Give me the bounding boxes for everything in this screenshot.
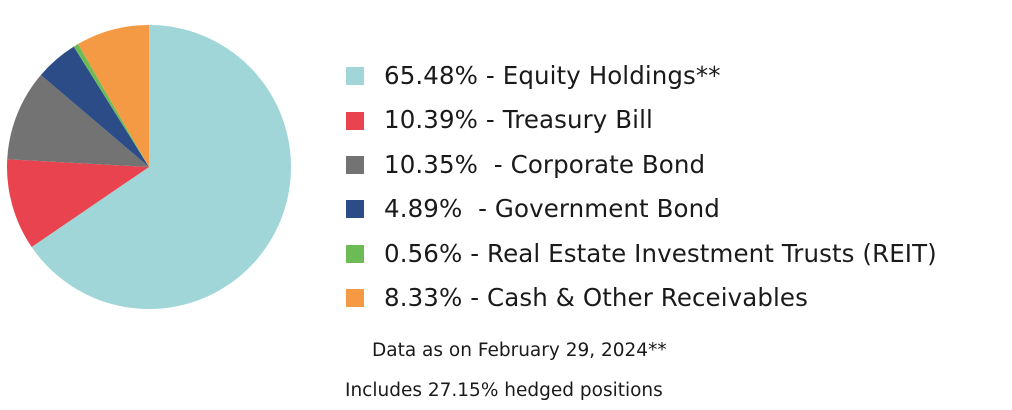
legend-swatch-corporate-bond xyxy=(346,155,364,174)
legend-label-government-bond: 4.89% - Government Bond xyxy=(384,194,720,224)
pie-chart xyxy=(6,25,291,309)
legend-item-government-bond: 4.89% - Government Bond xyxy=(346,187,937,231)
pie-slice-government-bond xyxy=(40,46,149,167)
legend-label-equity: 65.48% - Equity Holdings** xyxy=(384,60,721,90)
legend-label-corporate-bond: 10.35% - Corporate Bond xyxy=(384,149,706,179)
legend-item-reit: 0.56% - Real Estate Investment Trusts (R… xyxy=(346,232,937,276)
pie-slice-cash xyxy=(78,25,149,167)
pie-slice-corporate-bond xyxy=(7,74,149,167)
legend-item-treasury-bill: 10.39% - Treasury Bill xyxy=(346,98,937,142)
chart-legend: 65.48% - Equity Holdings** 10.39% - Trea… xyxy=(346,54,937,320)
pie-slice-treasury-bill xyxy=(6,159,150,247)
data-date-note: Data as on February 29, 2024** xyxy=(372,340,667,361)
legend-label-cash: 8.33% - Cash & Other Receivables xyxy=(384,282,808,312)
pie-slice-equity xyxy=(31,25,291,309)
legend-swatch-government-bond xyxy=(346,200,364,219)
legend-label-reit: 0.56% - Real Estate Investment Trusts (R… xyxy=(384,238,937,268)
legend-swatch-treasury-bill xyxy=(346,111,364,130)
legend-swatch-reit xyxy=(346,244,364,263)
legend-swatch-equity xyxy=(346,67,364,86)
legend-item-equity: 65.48% - Equity Holdings** xyxy=(346,54,937,98)
legend-item-corporate-bond: 10.35% - Corporate Bond xyxy=(346,143,937,187)
legend-label-treasury-bill: 10.39% - Treasury Bill xyxy=(384,105,653,135)
legend-swatch-cash xyxy=(346,289,364,308)
pie-slice-reit xyxy=(73,44,149,168)
hedged-positions-note: Includes 27.15% hedged positions xyxy=(345,380,663,401)
legend-item-cash: 8.33% - Cash & Other Receivables xyxy=(346,276,937,320)
